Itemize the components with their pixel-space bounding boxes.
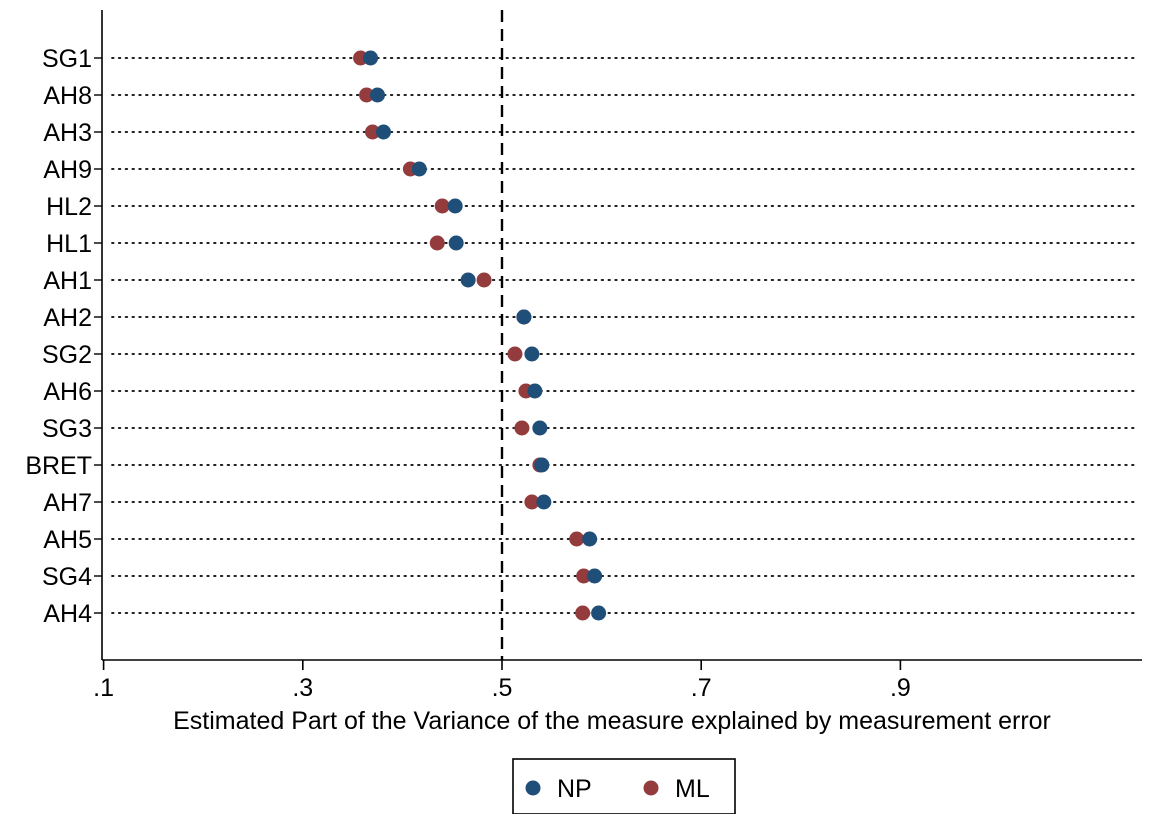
data-points — [353, 50, 607, 621]
y-tick-label: AH4 — [43, 600, 92, 628]
legend-label-ml: ML — [675, 775, 710, 803]
data-point-ml — [524, 494, 540, 510]
y-tick-label: AH7 — [43, 489, 92, 517]
x-tick-label: .9 — [890, 674, 911, 702]
legend-label-np: NP — [557, 775, 592, 803]
x-tick-label: .7 — [691, 674, 712, 702]
data-point-np — [448, 235, 464, 251]
y-tick-label: SG1 — [42, 45, 92, 73]
data-point-ml — [365, 124, 381, 140]
y-tick-label: SG3 — [42, 415, 92, 443]
data-point-ml — [434, 198, 450, 214]
y-tick-label: AH3 — [43, 119, 92, 147]
data-point-ml — [575, 605, 591, 621]
data-point-np — [370, 87, 385, 103]
y-tick-label: AH5 — [43, 526, 92, 554]
data-point-np — [447, 198, 463, 214]
data-point-ml — [514, 420, 530, 436]
data-point-ml — [359, 87, 375, 103]
data-point-ml — [569, 531, 585, 547]
data-point-np — [532, 420, 548, 436]
y-tick-label: AH1 — [43, 267, 92, 295]
y-tick-label: AH9 — [43, 156, 92, 184]
x-axis-label: Estimated Part of the Variance of the me… — [173, 707, 1051, 735]
data-point-np — [516, 309, 532, 325]
data-point-np — [534, 457, 550, 473]
legend: NP ML — [512, 758, 736, 814]
y-tick-label: SG4 — [42, 563, 92, 591]
data-point-np — [375, 124, 391, 140]
data-point-np — [591, 605, 607, 621]
x-tick-label: .5 — [492, 674, 513, 702]
data-point-np — [582, 531, 598, 547]
data-point-np — [411, 161, 427, 177]
y-tick-label: AH6 — [43, 378, 92, 406]
legend-marker-np — [525, 780, 541, 796]
data-point-np — [460, 272, 476, 288]
y-tick-label: HL2 — [46, 193, 92, 221]
data-point-ml — [576, 568, 592, 584]
x-tick-label: .1 — [93, 674, 114, 702]
data-point-np — [524, 346, 540, 362]
data-point-np — [527, 383, 543, 399]
data-point-ml — [507, 346, 523, 362]
x-ticks: .1 .3 .5 .7 .9 — [93, 660, 911, 702]
y-tick-label: AH2 — [43, 304, 92, 332]
grid-lines — [111, 57, 1137, 614]
legend-box — [512, 758, 736, 814]
data-point-np — [587, 568, 603, 584]
y-tick-label: HL1 — [46, 230, 92, 258]
data-point-np — [536, 494, 552, 510]
x-tick-label: .3 — [292, 674, 313, 702]
y-tick-label: SG2 — [42, 341, 92, 369]
y-tick-label: BRET — [25, 452, 92, 480]
data-point-ml — [429, 235, 445, 251]
data-point-ml — [476, 272, 492, 288]
data-point-np — [363, 50, 379, 66]
y-tick-labels: SG1 AH8 AH3 AH9 HL2 HL1 AH1 AH2 SG2 AH6 SG3 BRET AH7… — [25, 45, 102, 628]
legend-marker-ml — [643, 780, 659, 796]
y-tick-label: AH8 — [43, 82, 92, 110]
